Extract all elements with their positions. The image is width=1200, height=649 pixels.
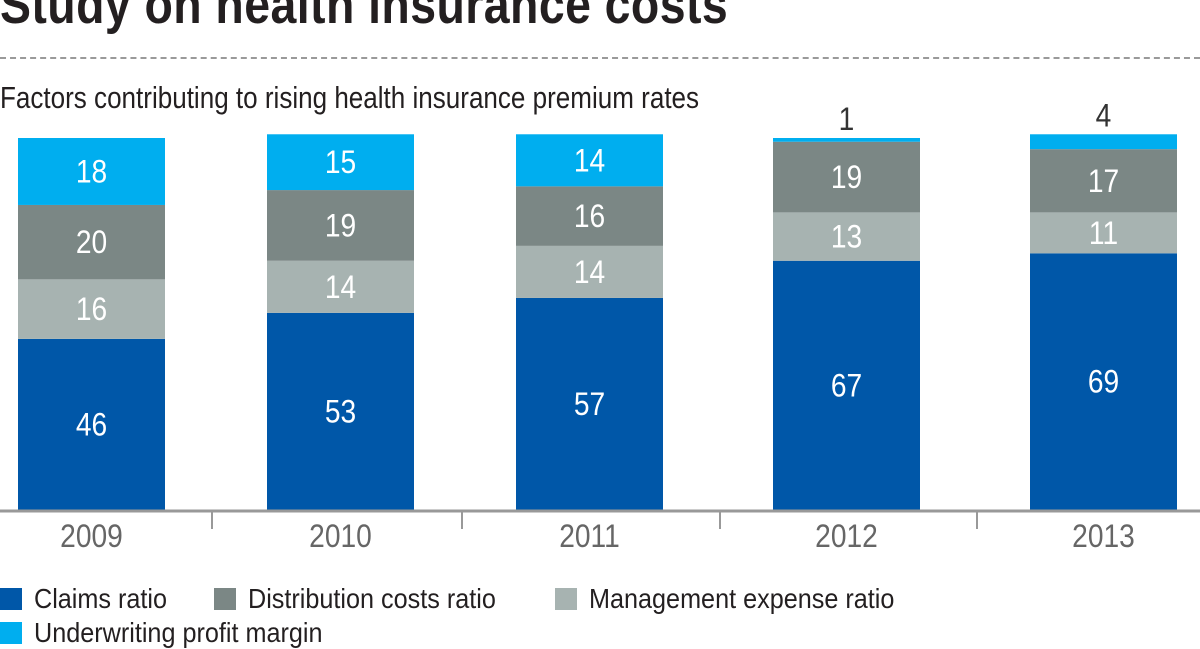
bar-segment [1030,253,1177,510]
legend-swatch [0,588,22,610]
x-tick-label: 2012 [815,519,878,554]
bar-segment [1030,134,1177,150]
bar-segment [516,245,663,298]
legend-swatch [0,622,22,644]
bar-segment [18,279,165,339]
bar-segment [773,138,920,142]
bar-segment [18,204,165,280]
data-label: 19 [831,160,862,195]
data-label: 19 [325,209,356,244]
data-label: 53 [325,395,356,430]
chart-title: Study on health insurance costs [0,0,729,35]
bar-segment [18,138,165,205]
data-label: 16 [76,293,107,328]
x-tick-label: 2010 [309,519,372,554]
bar-segment [516,134,663,187]
bar-segment [516,186,663,246]
bar-segment [773,141,920,213]
data-label: 15 [325,146,356,181]
bar-segment [267,134,414,191]
bar-segment [267,190,414,261]
data-label: 11 [1089,216,1118,251]
legend-label: Underwriting profit margin [34,617,323,648]
bar-segment [773,260,920,510]
bar-segment [267,312,414,510]
legend-label: Distribution costs ratio [248,583,496,614]
legend-item: Management expense ratio [555,583,928,615]
data-label: 14 [574,144,605,179]
x-tick-label: 2013 [1072,519,1135,554]
bar-segment [1030,212,1177,254]
title-divider [0,57,1200,59]
chart-subtitle: Factors contributing to rising health in… [0,80,700,115]
bar-segment [1030,149,1177,213]
bar-segment [18,338,165,510]
data-label: 17 [1088,164,1119,199]
data-label: 20 [76,226,107,261]
data-label: 1 [839,102,855,137]
x-tick-label: 2011 [559,519,620,554]
legend-item: Underwriting profit margin [0,617,355,649]
data-label: 4 [1096,99,1112,134]
data-label: 57 [574,387,605,422]
x-tick-label: 2009 [60,519,123,554]
data-label: 67 [831,369,862,404]
stacked-bar-chart: 4616201820095314191520105714161420116713… [0,99,1200,554]
legend-item: Distribution costs ratio [214,583,523,615]
legend-item: Claims ratio [0,583,182,615]
data-label: 18 [76,155,107,190]
bar-segment [516,297,663,510]
data-label: 69 [1088,365,1119,400]
bar-segment [773,212,920,261]
data-label: 16 [574,200,605,235]
data-label: 46 [76,408,107,443]
data-label: 14 [574,255,605,290]
legend-swatch [214,588,236,610]
legend-swatch [555,588,577,610]
legend-label: Management expense ratio [589,583,895,614]
legend-label: Claims ratio [34,583,168,614]
bar-segment [267,260,414,313]
data-label: 13 [831,220,862,255]
data-label: 14 [325,270,356,305]
